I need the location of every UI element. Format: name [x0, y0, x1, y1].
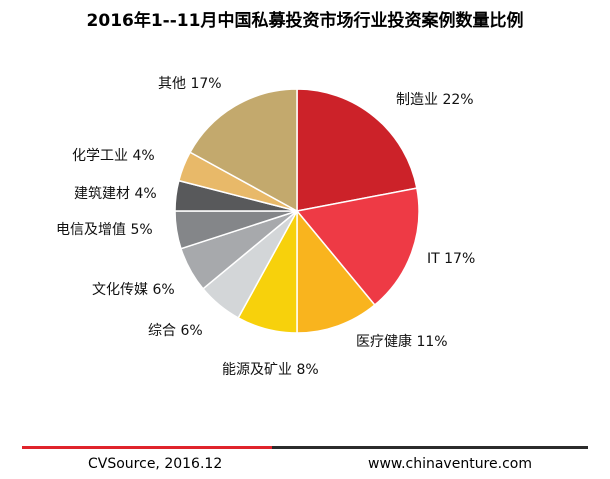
pie-label-3: 能源及矿业 8% — [222, 362, 319, 378]
pie-slice-9 — [189, 88, 298, 213]
pie-labels: 制造业 22% IT 17% 医疗健康 11% 能源及矿业 8% 综合 6% 文化传媒 6… — [56, 76, 475, 378]
chart-title: 2016年1--11月中国私募投资市场行业投资案例数量比例 — [86, 11, 524, 31]
pie-chart: 制造业 22% IT 17% 医疗健康 11% 能源及矿业 8% 综合 6% 文化传媒 6… — [56, 76, 475, 378]
source-text: CVSource, 2016.12 — [88, 456, 223, 472]
pie-label-9: 其他 17% — [158, 76, 222, 92]
pie-label-4: 综合 6% — [148, 323, 203, 339]
pie-label-1: IT 17% — [427, 251, 475, 267]
pie-label-6: 电信及增值 5% — [56, 222, 153, 238]
pie-slices — [174, 88, 420, 334]
footer-divider-dark — [272, 446, 588, 449]
pie-label-7: 建筑建材 4% — [74, 186, 157, 202]
website-text: www.chinaventure.com — [368, 456, 532, 472]
pie-slice-1 — [295, 187, 420, 307]
pie-slice-0 — [296, 88, 418, 212]
pie-label-2: 医疗健康 11% — [356, 333, 448, 350]
pie-label-5: 文化传媒 6% — [92, 282, 175, 298]
pie-slice-2 — [296, 208, 376, 334]
pie-label-0: 制造业 22% — [396, 92, 474, 108]
pie-label-8: 化学工业 4% — [72, 148, 155, 164]
footer-divider-red — [22, 446, 272, 449]
